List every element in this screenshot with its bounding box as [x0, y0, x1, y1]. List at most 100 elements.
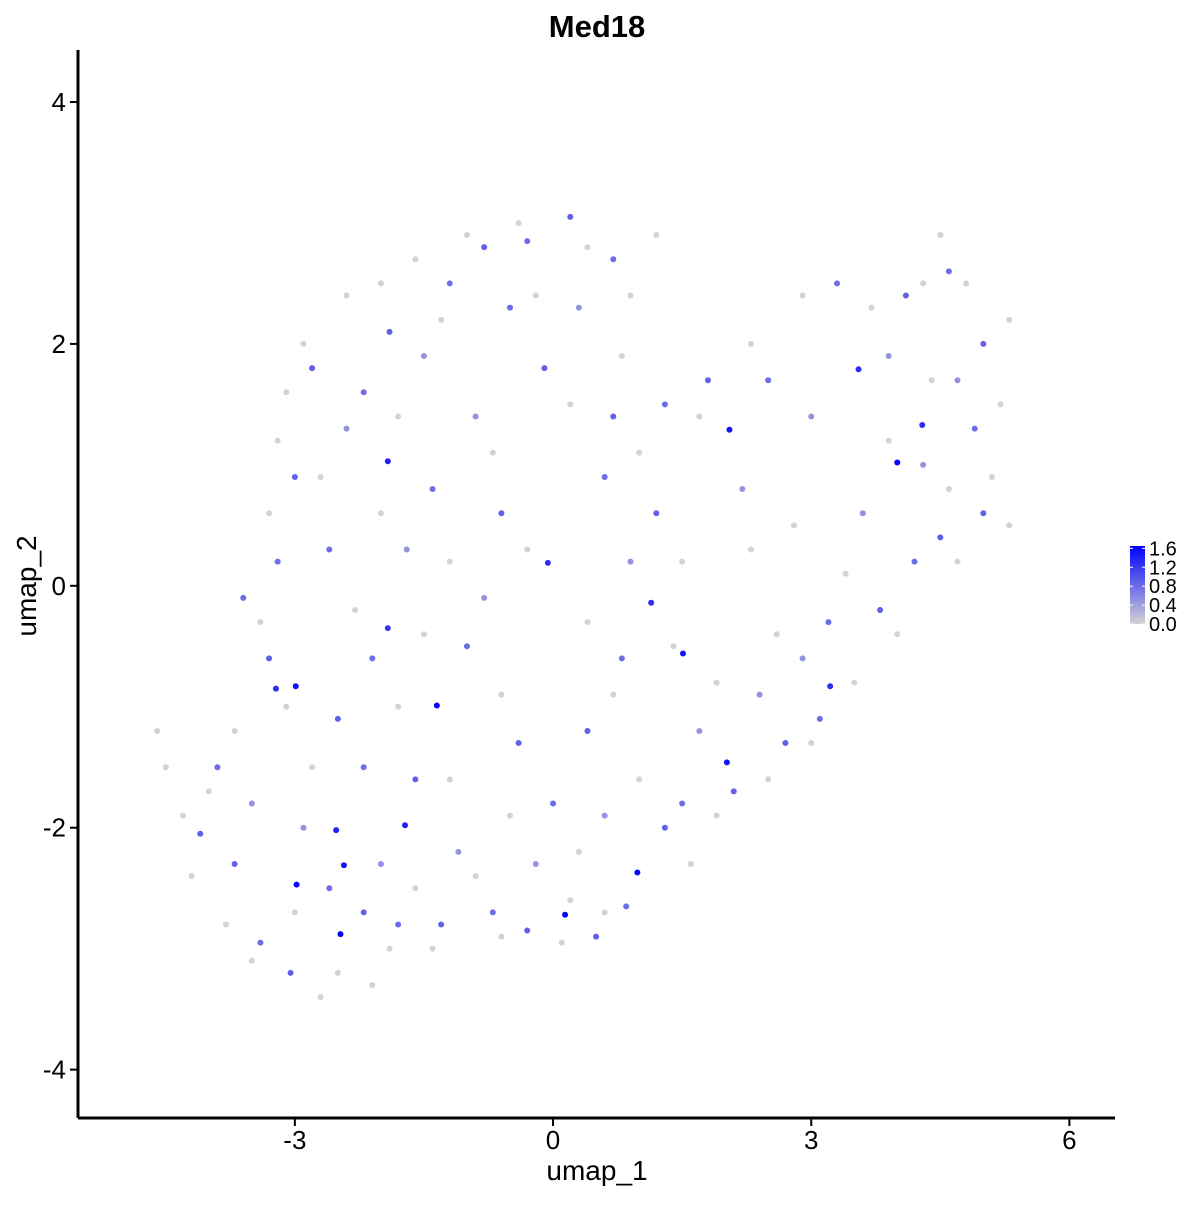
point [532, 861, 539, 868]
point [524, 546, 531, 553]
point [248, 800, 255, 807]
x-tick-label: 6 [1062, 1125, 1076, 1155]
point [920, 280, 927, 287]
x-tick-label: -3 [283, 1125, 306, 1155]
point [661, 401, 668, 408]
point [610, 413, 617, 420]
point [154, 727, 161, 734]
point [885, 437, 892, 444]
point [205, 788, 212, 795]
point [971, 425, 978, 432]
point [623, 903, 630, 910]
point [726, 426, 733, 433]
point [593, 933, 600, 940]
point [696, 413, 703, 420]
point [420, 631, 427, 638]
point [309, 764, 316, 771]
point [627, 292, 634, 299]
point [885, 353, 892, 360]
point [937, 232, 944, 239]
y-tick-label: -4 [43, 1055, 66, 1085]
colorbar-tick-label: 1.6 [1149, 538, 1177, 560]
point [472, 413, 479, 420]
y-tick-label: 4 [52, 87, 66, 117]
point [541, 365, 548, 372]
point [433, 702, 440, 709]
point [446, 280, 453, 287]
point [420, 353, 427, 360]
point [670, 643, 677, 650]
point [377, 861, 384, 868]
point [855, 366, 862, 373]
point [704, 377, 711, 384]
point [300, 824, 307, 831]
point [333, 827, 340, 834]
point [266, 510, 273, 517]
point [834, 280, 841, 287]
point [377, 280, 384, 287]
point [429, 945, 436, 952]
point [618, 353, 625, 360]
point [661, 824, 668, 831]
point [636, 776, 643, 783]
point [799, 292, 806, 299]
point [515, 219, 522, 226]
point [162, 764, 169, 771]
point [601, 812, 608, 819]
point [274, 437, 281, 444]
point [799, 655, 806, 662]
point [283, 703, 290, 710]
point [723, 759, 730, 766]
point [287, 969, 294, 976]
point [1006, 316, 1013, 323]
point [412, 776, 419, 783]
point [360, 909, 367, 916]
point [412, 256, 419, 263]
point [696, 727, 703, 734]
point [567, 401, 574, 408]
point [782, 740, 789, 747]
point [584, 619, 591, 626]
point [567, 897, 574, 904]
point [300, 340, 307, 347]
colorbar-tick-label: 1.2 [1149, 557, 1177, 579]
point [773, 631, 780, 638]
point [928, 377, 935, 384]
point [446, 776, 453, 783]
colorbar [1130, 546, 1145, 624]
point [343, 292, 350, 299]
point [257, 619, 264, 626]
point [859, 510, 866, 517]
point [384, 458, 391, 465]
point [1006, 522, 1013, 529]
point [825, 619, 832, 626]
point [360, 764, 367, 771]
point [403, 546, 410, 553]
point [954, 558, 961, 565]
point [562, 911, 569, 918]
point [945, 268, 952, 275]
point [455, 848, 462, 855]
y-tick-label: -2 [43, 813, 66, 843]
point [481, 594, 488, 601]
point [816, 715, 823, 722]
point [326, 885, 333, 892]
point [765, 776, 772, 783]
point [334, 969, 341, 976]
point [257, 939, 264, 946]
point [326, 546, 333, 553]
colorbar-tick-label: 0.8 [1149, 576, 1177, 598]
point [317, 994, 324, 1001]
point [739, 486, 746, 493]
point [240, 594, 247, 601]
point [610, 691, 617, 698]
point [402, 822, 409, 829]
point [498, 510, 505, 517]
point [197, 830, 204, 837]
point [214, 764, 221, 771]
point [524, 927, 531, 934]
point [558, 939, 565, 946]
point [937, 534, 944, 541]
point [911, 558, 918, 565]
